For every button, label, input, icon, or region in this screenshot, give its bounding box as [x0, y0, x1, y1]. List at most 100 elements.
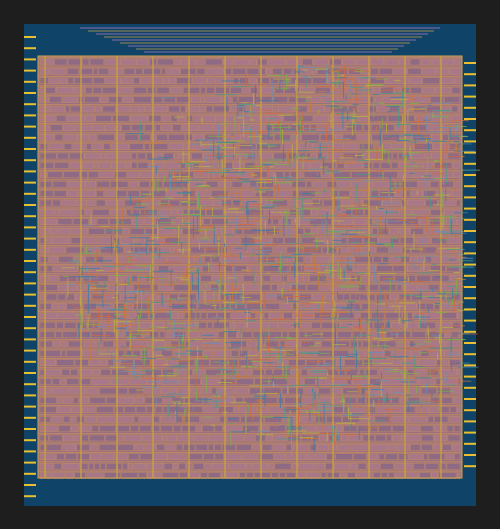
cell — [123, 68, 136, 75]
cell — [445, 331, 451, 338]
cell — [351, 180, 366, 188]
cell — [252, 444, 262, 451]
pin-right — [464, 274, 476, 277]
cell — [104, 331, 116, 338]
cell — [139, 105, 145, 113]
cell — [129, 227, 145, 235]
cell — [391, 162, 399, 169]
cell — [46, 265, 53, 272]
cell — [265, 68, 272, 75]
cell — [273, 152, 287, 160]
cell — [120, 472, 138, 479]
cell — [425, 199, 438, 207]
cell — [393, 68, 408, 75]
cell — [357, 105, 367, 113]
cell — [220, 256, 239, 263]
cell — [104, 256, 117, 263]
cell — [174, 152, 179, 160]
cell — [409, 58, 421, 66]
cell — [272, 68, 283, 75]
cell — [207, 77, 215, 85]
cell — [174, 58, 181, 66]
cell — [392, 434, 402, 442]
cell — [129, 143, 144, 150]
pin-left — [24, 248, 36, 251]
cell — [442, 133, 449, 141]
cell — [77, 453, 90, 460]
cell — [118, 434, 124, 442]
cell — [224, 453, 243, 460]
cell — [402, 312, 413, 319]
cell — [211, 387, 217, 395]
cell — [90, 444, 99, 451]
cell — [100, 359, 108, 366]
cell — [271, 105, 278, 113]
cell — [213, 350, 231, 357]
cell — [453, 425, 461, 432]
cell — [173, 284, 192, 291]
cell — [54, 162, 70, 169]
cell — [65, 105, 71, 113]
cell — [224, 237, 241, 244]
cell — [112, 115, 130, 122]
cell — [363, 124, 371, 132]
cell — [311, 68, 317, 75]
cell — [396, 340, 409, 348]
cell — [66, 293, 75, 301]
cell — [425, 463, 439, 470]
row-rail — [38, 282, 462, 284]
pin-left — [24, 260, 36, 262]
cell — [282, 416, 288, 423]
cell — [90, 331, 105, 338]
cell — [221, 444, 236, 451]
cell — [132, 218, 144, 226]
cell — [162, 406, 168, 413]
cell — [287, 275, 303, 282]
row-rail — [38, 292, 462, 294]
cell — [409, 77, 422, 85]
cell — [204, 256, 211, 263]
cell — [39, 406, 57, 413]
cell — [96, 190, 104, 197]
row-rail — [38, 160, 462, 162]
cell — [379, 284, 397, 291]
cell — [142, 434, 153, 442]
cell — [173, 171, 180, 179]
cell — [378, 227, 389, 235]
row-rail — [38, 235, 462, 237]
cell — [269, 312, 283, 319]
cell — [180, 105, 186, 113]
cell — [126, 162, 132, 169]
cell — [381, 472, 388, 479]
cell — [85, 284, 96, 291]
cell — [101, 86, 117, 94]
cell — [407, 199, 425, 207]
cell — [88, 171, 100, 179]
cell — [333, 350, 349, 357]
cell — [363, 359, 373, 366]
cell — [441, 434, 448, 442]
cell — [123, 434, 142, 442]
cell — [410, 86, 422, 94]
cell — [367, 105, 377, 113]
row-rail — [38, 263, 462, 265]
cell — [405, 406, 416, 413]
cell — [408, 453, 423, 460]
cell — [337, 331, 352, 338]
cell — [165, 444, 176, 451]
cell — [200, 105, 206, 113]
cell — [127, 171, 141, 179]
cell — [163, 397, 172, 404]
cell — [262, 322, 278, 329]
cell — [357, 425, 370, 432]
cell — [39, 284, 58, 291]
cell — [95, 115, 112, 122]
cell — [382, 256, 390, 263]
pin-right — [464, 207, 476, 210]
cell — [235, 397, 244, 404]
cell — [160, 425, 173, 432]
cell — [78, 190, 96, 197]
cell — [186, 378, 201, 385]
cell — [360, 312, 371, 319]
cell — [103, 143, 111, 150]
